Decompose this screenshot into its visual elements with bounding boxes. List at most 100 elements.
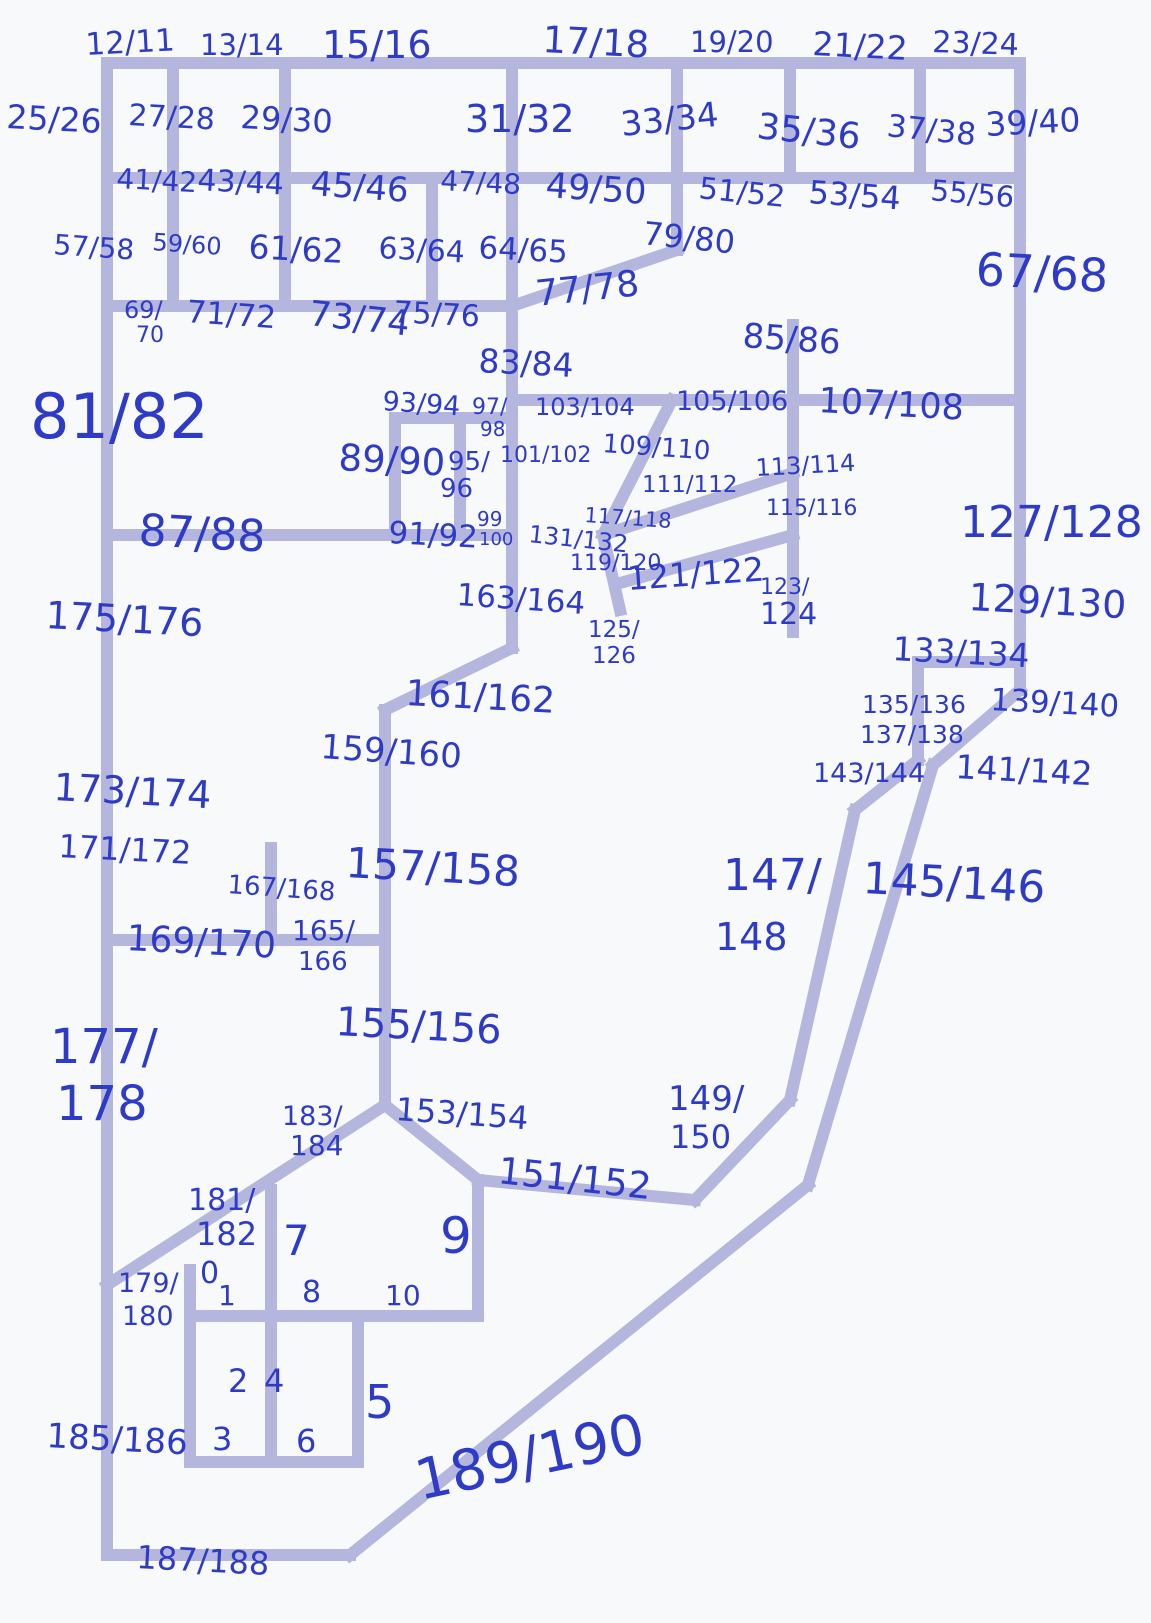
segment-label: 169/170	[126, 918, 278, 967]
segment-label: 13/14	[200, 28, 284, 62]
segment-label: 163/164	[455, 577, 586, 622]
segment-label: 177/	[50, 1019, 159, 1075]
segment-label: 93/94	[382, 386, 462, 422]
segment-label: 147/	[723, 850, 822, 901]
segment-label: 178	[56, 1076, 148, 1132]
segment-label: 96	[440, 474, 473, 504]
segment-label: 49/50	[544, 166, 647, 213]
segment-label: 183/	[282, 1101, 344, 1132]
segment-label: 41/42	[116, 162, 198, 199]
segment-label: 45/46	[309, 164, 410, 211]
segment-label: 69/	[124, 296, 164, 324]
segment-label: 150	[670, 1118, 731, 1156]
segment-label: 165/	[292, 914, 355, 947]
segment-label: 184	[290, 1129, 343, 1162]
segment-label: 71/72	[185, 294, 277, 336]
segment-label: 59/60	[152, 228, 223, 261]
segment-label: 7	[283, 1216, 310, 1265]
segment-label: 17/18	[542, 18, 651, 67]
segment-label: 124	[760, 597, 817, 632]
segment-label: 141/142	[955, 747, 1094, 793]
segment-label: 23/24	[932, 25, 1020, 63]
segment-label: 95/	[448, 447, 490, 477]
segment-label: 167/168	[227, 870, 337, 907]
segment-label: 161/162	[405, 673, 557, 722]
segment-label: 77/78	[534, 263, 641, 315]
segment-label: 115/116	[766, 496, 857, 521]
segment-label: 63/64	[378, 231, 466, 270]
segment-label: 181/	[188, 1183, 256, 1218]
segment-label: 55/56	[929, 173, 1015, 214]
segment-label: 135/136	[862, 690, 966, 719]
segment-label: 85/86	[741, 316, 842, 363]
segment-label: 103/104	[535, 393, 635, 421]
segment-label: 109/110	[602, 429, 712, 466]
segment-label: 0	[200, 1256, 219, 1291]
segment-label: 9	[440, 1207, 472, 1265]
segment-label: 33/34	[619, 95, 721, 145]
segment-label: 25/26	[6, 97, 103, 141]
segment-label: 2	[228, 1362, 248, 1400]
segment-label: 143/144	[813, 758, 925, 789]
segment-label: 125/	[588, 617, 640, 643]
segment-label: 111/112	[642, 472, 738, 498]
segment-label: 83/84	[478, 341, 575, 385]
segment-label: 99	[477, 507, 502, 531]
segment-label: 100	[479, 529, 513, 550]
segment-label: 189/190	[409, 1402, 650, 1514]
segment-label: 98	[480, 417, 505, 441]
segment-label: 39/40	[984, 100, 1081, 144]
segment-label: 47/48	[440, 164, 522, 201]
segment-label: 91/92	[388, 515, 479, 556]
segment-label: 182	[196, 1215, 257, 1253]
segment-label: 6	[296, 1422, 316, 1460]
segment-label: 137/138	[860, 720, 964, 749]
road-segment	[350, 1185, 808, 1555]
segment-label: 75/76	[393, 295, 481, 334]
segment-label: 35/36	[755, 106, 862, 158]
segment-label: 43/44	[197, 163, 285, 202]
segment-label: 29/30	[240, 98, 334, 141]
segment-label: 31/32	[465, 97, 575, 141]
segment-label: 155/156	[334, 999, 502, 1054]
segment-label: 159/160	[319, 727, 463, 777]
segment-label: 127/128	[960, 497, 1143, 548]
segment-label: 185/186	[46, 1416, 189, 1463]
segment-label: 126	[592, 643, 636, 669]
segment-label: 1	[218, 1279, 236, 1312]
segment-label: 57/58	[53, 228, 136, 267]
segment-label: 148	[715, 915, 788, 959]
segment-label: 12/11	[85, 22, 176, 63]
segment-label: 145/146	[861, 853, 1046, 913]
segment-label: 10	[385, 1279, 421, 1312]
segment-label: 5	[365, 1375, 394, 1429]
segment-label: 149/	[668, 1079, 745, 1119]
segment-label: 81/82	[30, 380, 209, 453]
segment-label: 15/16	[322, 23, 432, 67]
segment-label: 4	[264, 1362, 284, 1400]
segment-label: 113/114	[755, 449, 856, 482]
segment-label: 173/174	[53, 765, 213, 817]
segment-label: 21/22	[812, 24, 909, 68]
segment-label: 175/176	[45, 593, 205, 645]
segment-label: 89/90	[338, 436, 447, 485]
segment-label: 87/88	[137, 505, 266, 563]
segment-label: 166	[298, 947, 348, 977]
road-segment	[808, 765, 933, 1185]
segment-labels: 12/11 13/14 15/16 17/18 19/20 21/22 23/24 25/26…	[6, 18, 1143, 1583]
segment-label: 180	[122, 1301, 174, 1332]
segment-label: 187/188	[136, 1538, 271, 1583]
segment-label: 157/158	[344, 838, 521, 896]
segment-label: 129/130	[968, 575, 1128, 627]
segment-label: 171/172	[58, 827, 193, 872]
segment-label: 53/54	[807, 173, 902, 217]
segment-label: 105/106	[676, 386, 788, 417]
segment-label: 37/38	[885, 108, 978, 153]
segment-label: 121/122	[626, 550, 765, 598]
segment-label: 179/	[118, 1268, 180, 1299]
segment-label: 70	[136, 323, 164, 348]
segment-label: 64/65	[478, 230, 569, 271]
segment-label: 67/68	[974, 242, 1109, 303]
segment-label: 101/102	[500, 443, 591, 468]
